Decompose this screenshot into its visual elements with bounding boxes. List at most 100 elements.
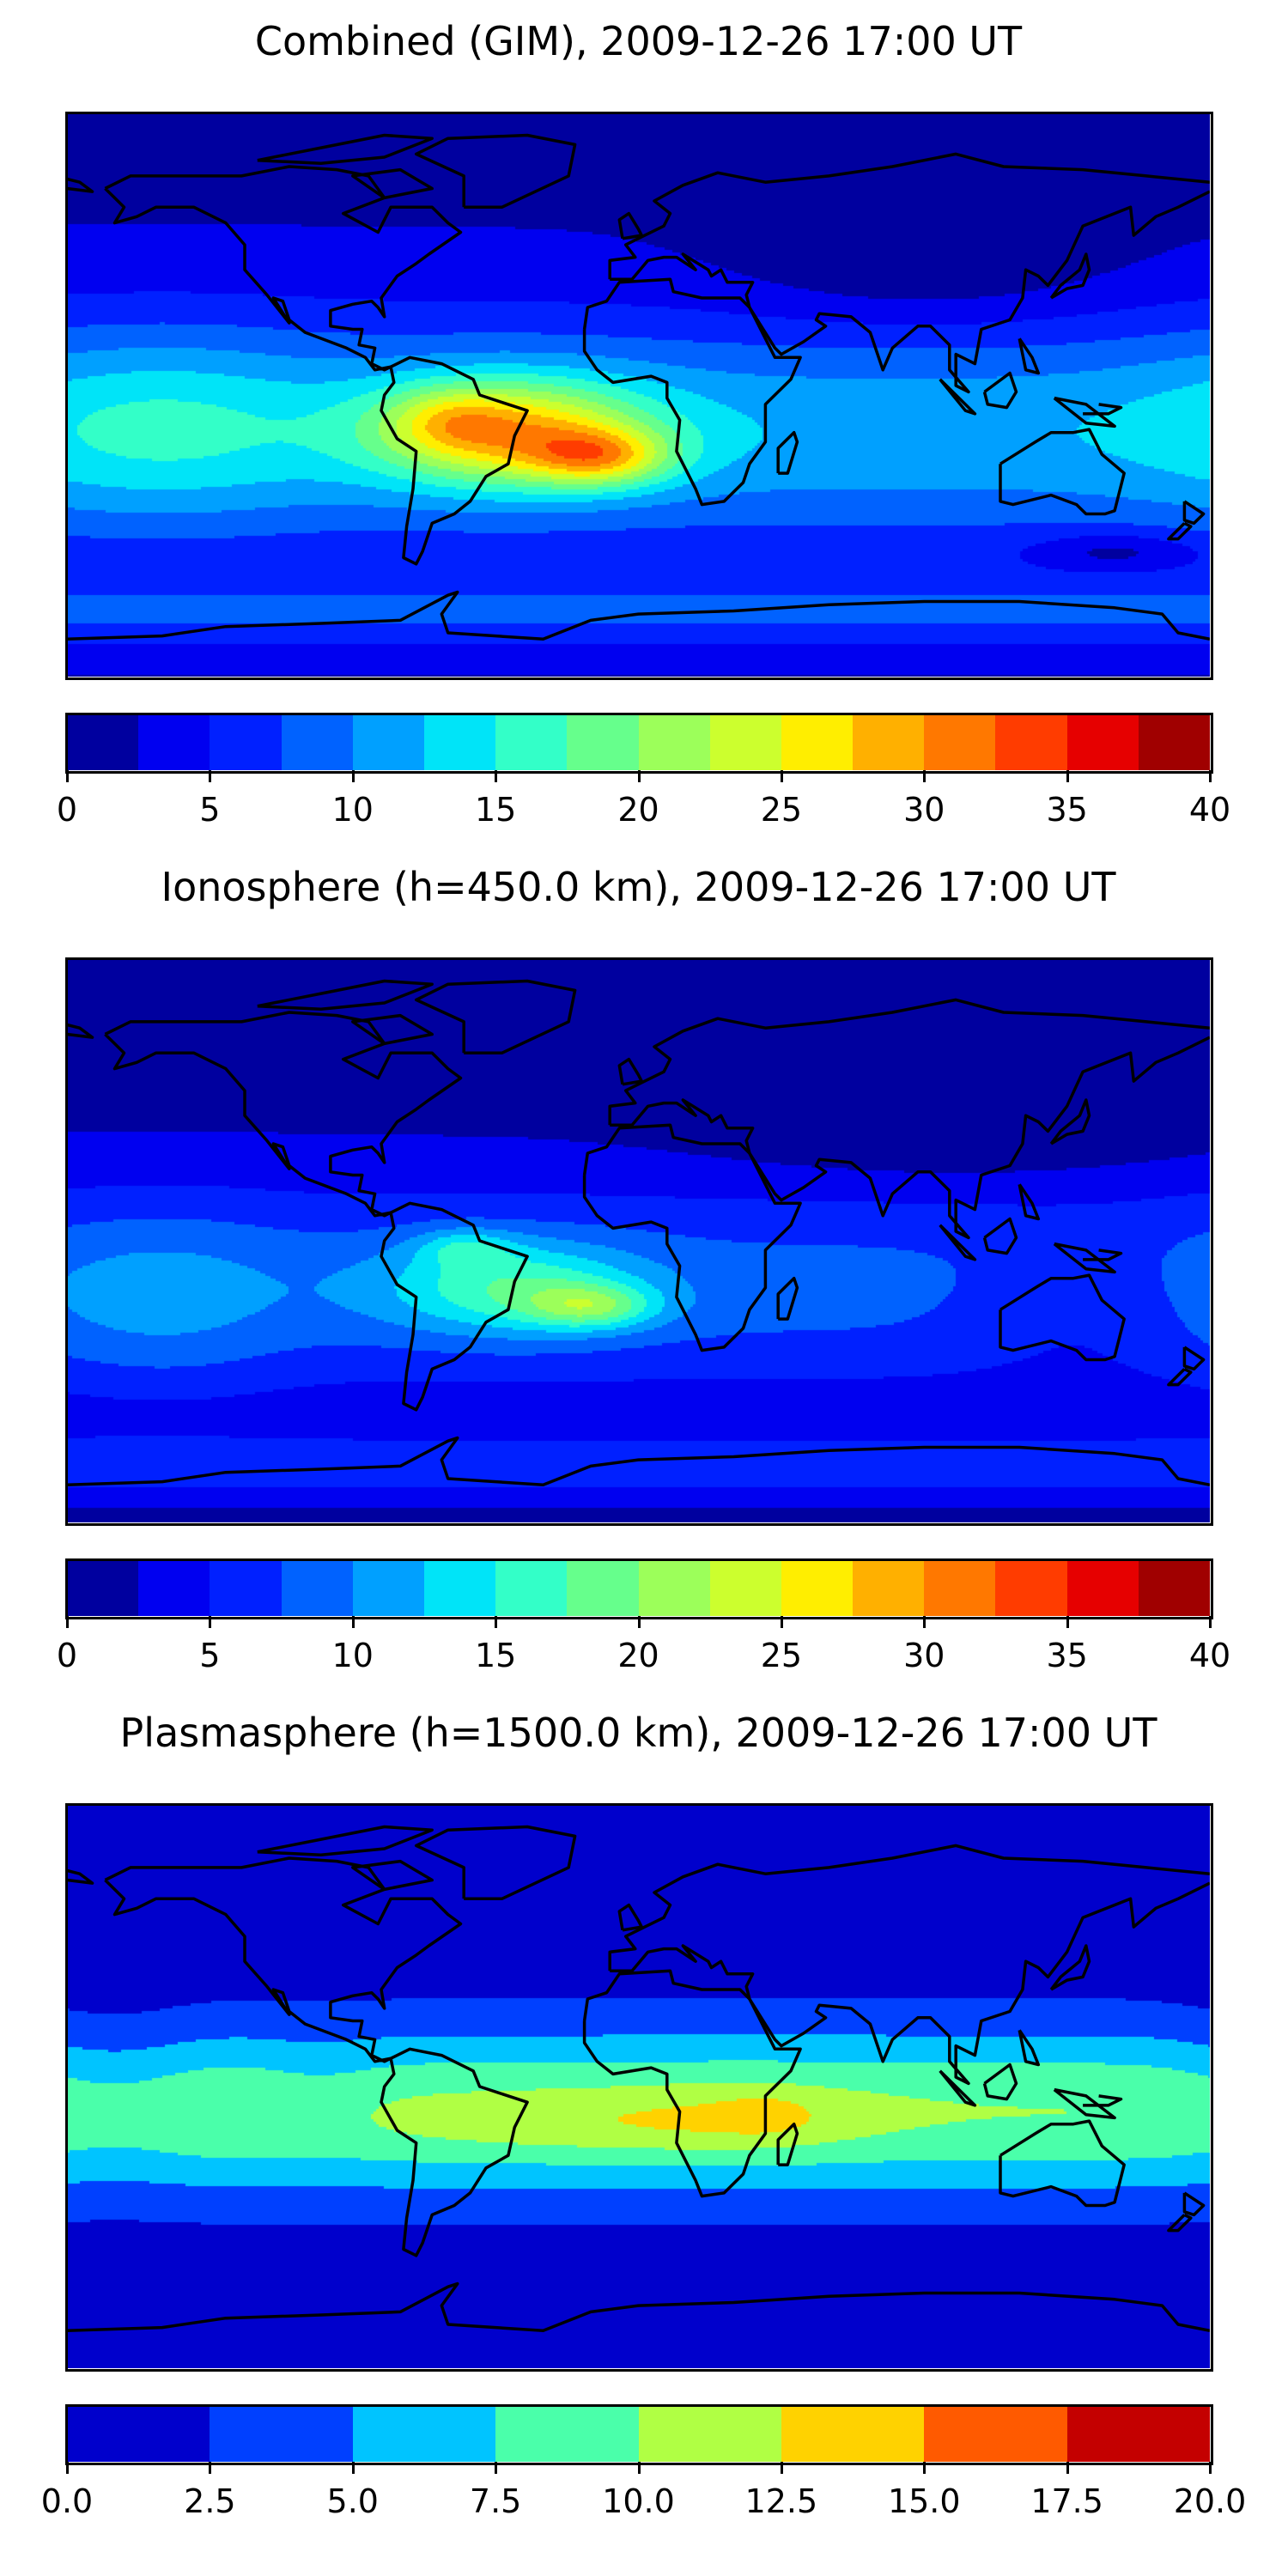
colorbar-tick — [1209, 2462, 1212, 2474]
colorbar-tick — [1066, 2462, 1069, 2474]
colorbar-tick-label: 15.0 — [887, 2482, 961, 2520]
colorbar-tick-label: 10 — [331, 791, 374, 829]
coastline — [1182, 1346, 1206, 1371]
coastlines — [67, 979, 1210, 1487]
coastline — [939, 1224, 977, 1261]
coastline — [67, 1436, 1210, 1487]
colorbar-segment — [924, 2406, 1067, 2462]
colorbar-segment — [138, 714, 210, 770]
colorbar-segment — [567, 714, 639, 770]
colorbar-tick-label: 15 — [474, 1637, 517, 1674]
colorbar-tick-label: 40 — [1188, 791, 1231, 829]
colorbar-tick-label: 5.0 — [326, 2482, 379, 2520]
coastline — [982, 371, 1018, 410]
colorbar-segment — [638, 2406, 781, 2462]
colorbar-tick — [1066, 770, 1069, 782]
coastline — [1049, 252, 1091, 300]
coastline — [1018, 2029, 1041, 2067]
colorbar-tick-label: 0.0 — [40, 2482, 94, 2520]
colorbar-tick-label: 0 — [56, 1637, 78, 1674]
colorbar-tick — [637, 2462, 641, 2474]
colorbar-tick — [1209, 1616, 1212, 1628]
coastline — [414, 1825, 577, 1901]
coastline — [1167, 1367, 1193, 1387]
colorbar-segment — [995, 1560, 1067, 1616]
colorbar-tick — [209, 1616, 212, 1628]
contour-fill — [67, 1805, 1210, 2368]
colorbar-tick-label: 35 — [1046, 1637, 1088, 1674]
coastline — [608, 998, 1210, 1126]
coastline — [1182, 500, 1206, 526]
panel-combined: Combined (GIM), 2009-12-26 17:00 UT 0 5 10… — [0, 0, 1288, 846]
coastline — [351, 1859, 434, 1892]
coastline — [982, 1217, 1018, 1255]
colorbar-tick-label: 17.5 — [1030, 2482, 1103, 2520]
coastline — [939, 2069, 977, 2107]
colorbar-segment — [638, 714, 710, 770]
colorbar-tick — [66, 2462, 69, 2474]
colorbar-tick — [637, 1616, 641, 1628]
colorbar-segment — [853, 714, 925, 770]
colorbar-tick — [351, 2462, 355, 2474]
coastline — [1167, 521, 1193, 541]
colorbar-tick — [923, 1616, 927, 1628]
coastline — [380, 1201, 529, 1412]
colorbar-segment — [352, 2406, 496, 2462]
coastline — [610, 1881, 1210, 2086]
colorbar-tick-label: 35 — [1046, 791, 1088, 829]
colorbar-tick — [923, 2462, 927, 2474]
contour-map — [67, 959, 1210, 1522]
coastlines — [67, 1825, 1210, 2333]
colorbar-segment — [281, 1560, 353, 1616]
coastline — [1053, 1242, 1116, 1274]
colorbar-segment — [281, 714, 353, 770]
colorbar-segment — [495, 1560, 568, 1616]
colorbar-tick-label: 25 — [760, 1637, 803, 1674]
coastline — [999, 428, 1126, 516]
panel-plasmasphere: Plasmasphere (h=1500.0 km), 2009-12-26 1… — [0, 1692, 1288, 2537]
coastline — [257, 979, 434, 1012]
coastline — [617, 1903, 643, 1932]
coastline — [1083, 2094, 1123, 2107]
coastline — [1049, 1944, 1091, 1991]
coastline — [608, 152, 1210, 280]
colorbar-tick-label: 10.0 — [602, 2482, 675, 2520]
colorbar — [67, 714, 1210, 770]
colorbar-tick-label: 12.5 — [744, 2482, 818, 2520]
colorbar-tick — [66, 1616, 69, 1628]
coastline — [67, 590, 1210, 641]
coastline — [982, 2063, 1018, 2101]
colorbar-tick-label: 30 — [903, 791, 945, 829]
colorbar-tick — [351, 1616, 355, 1628]
coastline — [1083, 403, 1123, 416]
colorbar-segment — [1138, 714, 1210, 770]
coastline — [610, 190, 1210, 394]
coastline — [1018, 1183, 1041, 1221]
coastline — [380, 355, 529, 566]
coastline — [610, 1036, 1210, 1240]
coastline — [582, 1123, 802, 1352]
colorbar-tick-label: 15 — [474, 791, 517, 829]
colorbar-tick-label: 20.0 — [1173, 2482, 1247, 2520]
contour-fill — [67, 113, 1210, 677]
coastline — [1018, 337, 1041, 375]
colorbar-tick — [351, 770, 355, 782]
colorbar-tick-label: 5 — [199, 1637, 221, 1674]
coastlines — [67, 133, 1210, 641]
colorbar-segment — [781, 714, 854, 770]
coastline — [1053, 396, 1116, 428]
colorbar-segment — [210, 2406, 353, 2462]
chart-title: Ionosphere (h=450.0 km), 2009-12-26 17:0… — [161, 864, 1116, 910]
colorbar-segment — [1066, 1560, 1139, 1616]
coastline — [67, 1868, 94, 1885]
colorbar-segment — [709, 714, 781, 770]
coastline — [582, 277, 802, 507]
coastline — [582, 1969, 802, 2198]
coastline — [1083, 1249, 1123, 1261]
colorbar-segment — [67, 1560, 139, 1616]
colorbar-segment — [853, 1560, 925, 1616]
colorbar-segment — [423, 1560, 496, 1616]
colorbar-segment — [1066, 714, 1139, 770]
coastline — [617, 1057, 643, 1086]
colorbar-tick — [66, 770, 69, 782]
